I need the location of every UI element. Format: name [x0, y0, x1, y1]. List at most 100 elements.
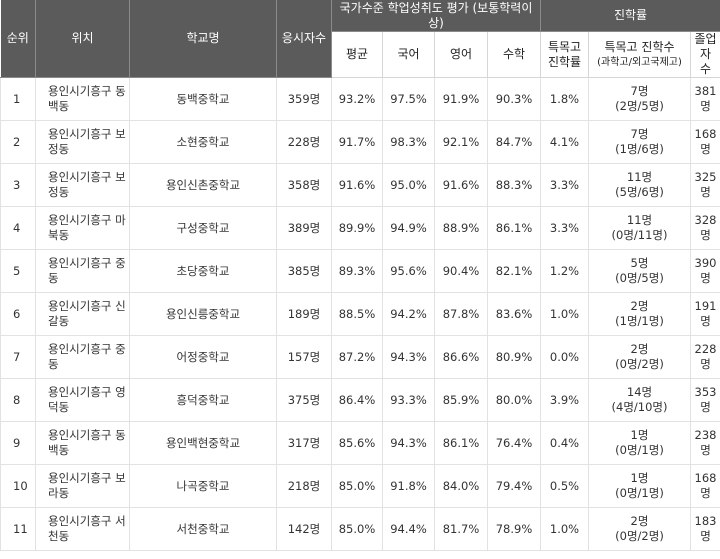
special-rate-cell: 1.0%	[540, 292, 589, 336]
location-line2: 동	[48, 271, 59, 285]
header-korean: 국어	[382, 31, 435, 78]
math-cell: 80.9%	[487, 335, 541, 379]
special-count-cell: 1명 (0명/1명)	[588, 464, 691, 508]
table-row: 4 용인시기흥구 마 북동 구성중학교 389명 89.9% 94.9% 88.9% 86.1%…	[0, 206, 720, 250]
rank-cell: 1	[0, 77, 36, 121]
korean-cell: 97.5%	[382, 77, 435, 121]
korean-cell: 91.8%	[382, 464, 435, 508]
average-cell: 85.0%	[331, 507, 383, 551]
special-rate-cell: 0.5%	[540, 464, 589, 508]
english-cell: 81.7%	[434, 507, 488, 551]
location-line1: 용인시기흥구 마	[48, 213, 126, 227]
korean-cell: 94.2%	[382, 292, 435, 336]
header-special-rate: 특목고 진학률	[540, 31, 589, 78]
korean-cell: 93.3%	[382, 378, 435, 422]
table-row: 9 용인시기흥구 동 백동 용인백현중학교 317명 85.6% 94.3% 86.1% 76.…	[0, 421, 720, 465]
applicants-cell: 142명	[276, 507, 332, 551]
location-line1: 용인시기흥구 영	[48, 385, 126, 399]
average-cell: 93.2%	[331, 77, 383, 121]
applicants-cell: 218명	[276, 464, 332, 508]
korean-cell: 94.9%	[382, 206, 435, 250]
special-count-detail: (1명/1명)	[615, 314, 664, 328]
math-cell: 90.3%	[487, 77, 541, 121]
english-cell: 88.9%	[434, 206, 488, 250]
special-rate-cell: 1.0%	[540, 507, 589, 551]
table-row: 5 용인시기흥구 중 동 초당중학교 385명 89.3% 95.6% 90.4% 82.1% 1…	[0, 249, 720, 293]
english-cell: 91.9%	[434, 77, 488, 121]
average-cell: 87.2%	[331, 335, 383, 379]
school-name-cell: 용인백현중학교	[129, 421, 277, 465]
applicants-cell: 359명	[276, 77, 332, 121]
math-cell: 78.9%	[487, 507, 541, 551]
location-line1: 용인시기흥구 보	[48, 170, 126, 184]
special-count-total: 2명	[630, 342, 649, 356]
special-rate-cell: 4.1%	[540, 120, 589, 164]
special-count-detail: (0명/1명)	[615, 486, 664, 500]
special-count-cell: 2명 (1명/1명)	[588, 292, 691, 336]
header-special-rate-line2: 진학률	[547, 54, 582, 69]
average-cell: 88.5%	[331, 292, 383, 336]
location-cell: 용인시기흥구 보 정동	[35, 163, 130, 207]
rank-cell: 5	[0, 249, 36, 293]
korean-cell: 94.3%	[382, 421, 435, 465]
location-line1: 용인시기흥구 중	[48, 256, 126, 270]
special-rate-cell: 1.2%	[540, 249, 589, 293]
graduates-cell: 183명	[690, 507, 720, 551]
location-line1: 용인시기흥구 보	[48, 127, 126, 141]
header-graduates: 졸업자 수	[690, 31, 720, 78]
special-count-total: 7명	[630, 127, 649, 141]
table-row: 2 용인시기흥구 보 정동 소현중학교 228명 91.7% 98.3% 92.1% 84.7%…	[0, 120, 720, 164]
korean-cell: 95.0%	[382, 163, 435, 207]
rank-cell: 2	[0, 120, 36, 164]
special-count-cell: 2명 (0명/2명)	[588, 507, 691, 551]
table-row: 8 용인시기흥구 영 덕동 흥덕중학교 375명 86.4% 93.3% 85.9% 80.0%…	[0, 378, 720, 422]
table-row: 1 용인시기흥구 동 백동 동백중학교 359명 93.2% 97.5% 91.9% 90.3%…	[0, 77, 720, 121]
graduates-cell: 381명	[690, 77, 720, 121]
graduates-cell: 228명	[690, 335, 720, 379]
header-applicants: 응시자수	[276, 0, 332, 78]
special-count-detail: (0명/2명)	[615, 529, 664, 543]
special-count-total: 7명	[630, 84, 649, 98]
applicants-cell: 157명	[276, 335, 332, 379]
school-name-cell: 용인신릉중학교	[129, 292, 277, 336]
location-line2: 천동	[48, 529, 70, 543]
location-line1: 용인시기흥구 신	[48, 299, 126, 313]
english-cell: 91.6%	[434, 163, 488, 207]
location-cell: 용인시기흥구 영 덕동	[35, 378, 130, 422]
location-line2: 라동	[48, 486, 70, 500]
applicants-cell: 228명	[276, 120, 332, 164]
rank-cell: 6	[0, 292, 36, 336]
english-cell: 84.0%	[434, 464, 488, 508]
special-count-cell: 11명 (0명/11명)	[588, 206, 691, 250]
math-cell: 80.0%	[487, 378, 541, 422]
special-count-detail: (0명/1명)	[615, 443, 664, 457]
school-name-cell: 나곡중학교	[129, 464, 277, 508]
location-line2: 정동	[48, 142, 70, 156]
average-cell: 85.6%	[331, 421, 383, 465]
rank-cell: 3	[0, 163, 36, 207]
location-line1: 용인시기흥구 동	[48, 428, 126, 442]
special-count-total: 11명	[626, 170, 653, 184]
graduates-cell: 238명	[690, 421, 720, 465]
special-rate-cell: 0.4%	[540, 421, 589, 465]
school-name-cell: 흥덕중학교	[129, 378, 277, 422]
location-cell: 용인시기흥구 신 갈동	[35, 292, 130, 336]
header-average: 평균	[331, 31, 383, 78]
header-graduates-line2: 수	[699, 62, 712, 76]
table-row: 10 용인시기흥구 보 라동 나곡중학교 218명 85.0% 91.8% 84.0% 79.4…	[0, 464, 720, 508]
location-cell: 용인시기흥구 동 백동	[35, 421, 130, 465]
rank-cell: 7	[0, 335, 36, 379]
graduates-cell: 168명	[690, 120, 720, 164]
special-count-total: 5명	[630, 256, 649, 270]
special-rate-cell: 3.3%	[540, 206, 589, 250]
average-cell: 91.7%	[331, 120, 383, 164]
special-count-cell: 14명 (4명/10명)	[588, 378, 691, 422]
applicants-cell: 385명	[276, 249, 332, 293]
location-line1: 용인시기흥구 보	[48, 471, 126, 485]
school-name-cell: 초당중학교	[129, 249, 277, 293]
rank-cell: 11	[0, 507, 36, 551]
school-name-cell: 서천중학교	[129, 507, 277, 551]
math-cell: 82.1%	[487, 249, 541, 293]
korean-cell: 98.3%	[382, 120, 435, 164]
